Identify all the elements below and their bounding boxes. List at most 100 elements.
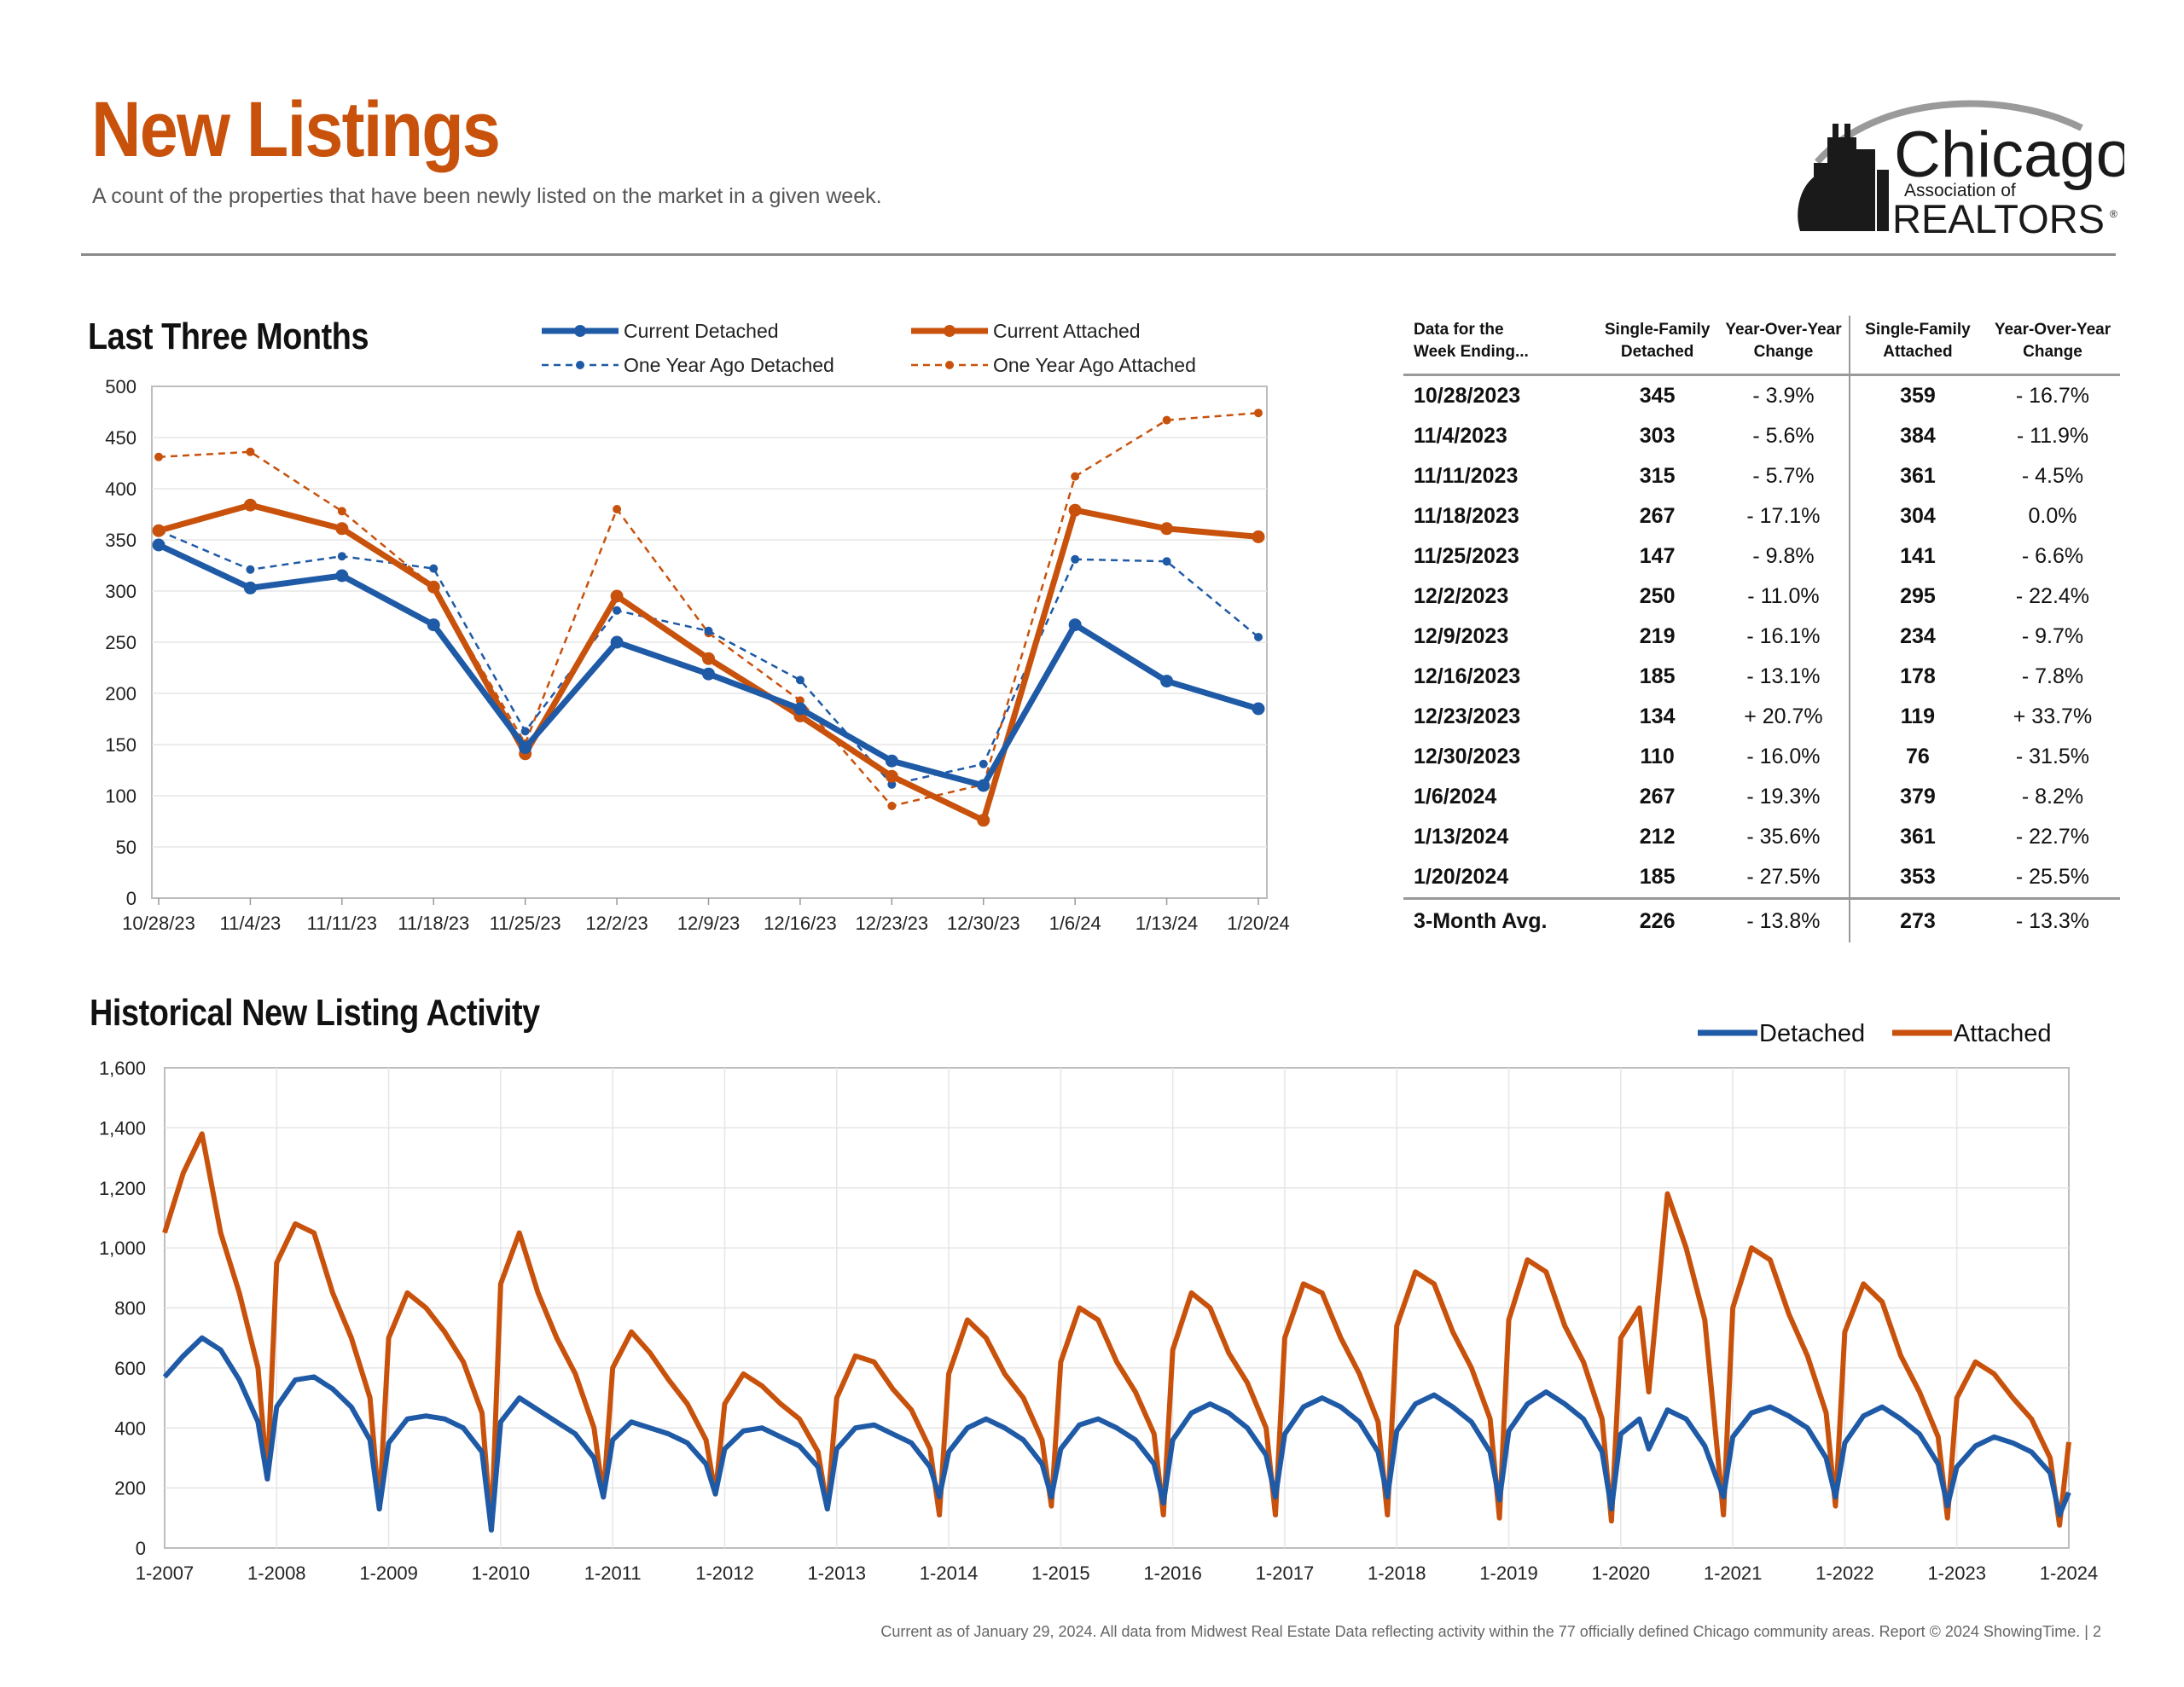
table-header-line: Single-Family bbox=[1865, 321, 1971, 339]
historical-activity-chart: 1-2007 1-2008 1-2009 1-2010 1-2011 1-2012 1-20… bbox=[99, 1020, 2098, 1584]
data-point bbox=[613, 606, 622, 615]
table-cell: 359 bbox=[1848, 374, 1985, 416]
data-point bbox=[977, 779, 990, 792]
data-point bbox=[1068, 618, 1082, 632]
data-point bbox=[335, 522, 349, 536]
x-tick-label: 1-2013 bbox=[808, 1562, 867, 1584]
y-tick-label: 800 bbox=[114, 1298, 146, 1319]
table-header-line: Change bbox=[1753, 343, 1814, 361]
x-tick-label: 1-2007 bbox=[136, 1562, 195, 1584]
legend-label: Current Attached bbox=[993, 320, 1141, 342]
table-cell: - 7.8% bbox=[2021, 664, 2084, 688]
table-cell: - 22.4% bbox=[2015, 584, 2090, 608]
data-point bbox=[610, 589, 624, 603]
table-cell: - 3.9% bbox=[1752, 384, 1815, 408]
table-average-row: 3-Month Avg. 226 - 13.8% 273 - 13.3% bbox=[1403, 898, 2120, 942]
x-tick-label: 12/23/23 bbox=[856, 913, 929, 934]
table-cell: - 6.6% bbox=[2021, 544, 2084, 568]
table-cell: 234 bbox=[1848, 617, 1985, 657]
x-tick-label: 1/13/24 bbox=[1136, 913, 1198, 934]
table-header-row: Data for the Week Ending... Single-Family D… bbox=[1403, 316, 2120, 375]
x-tick-label: 12/16/23 bbox=[764, 913, 837, 934]
x-tick-label: 11/4/23 bbox=[220, 913, 282, 934]
data-point bbox=[427, 580, 440, 594]
y-tick-label: 50 bbox=[116, 837, 136, 858]
logo-text-chicago: Chicago bbox=[1894, 119, 2124, 191]
table-cell: - 11.0% bbox=[1747, 584, 1820, 608]
table-row: 1/6/2024 267 - 19.3% 379 - 8.2% bbox=[1403, 777, 2120, 817]
weekly-data-table: Data for the Week Ending... Single-Family D… bbox=[1403, 316, 2120, 942]
x-tick-label: 10/28/23 bbox=[122, 913, 195, 934]
table-cell: 304 bbox=[1848, 496, 1985, 536]
x-tick-label: 12/2/23 bbox=[585, 913, 648, 934]
table-cell: 12/30/2023 bbox=[1414, 745, 1521, 768]
legend-marker bbox=[944, 325, 956, 337]
table-cell: - 31.5% bbox=[2015, 745, 2090, 768]
data-point bbox=[1254, 409, 1263, 418]
x-tick-label: 1/6/24 bbox=[1049, 913, 1101, 934]
table-cell: - 25.5% bbox=[2015, 865, 2090, 889]
data-point bbox=[154, 452, 163, 461]
table-header-line: Attached bbox=[1883, 343, 1953, 361]
x-tick-label: 1-2022 bbox=[1815, 1562, 1874, 1584]
table-cell: 219 bbox=[1639, 624, 1676, 648]
data-point bbox=[427, 618, 440, 632]
data-point bbox=[887, 802, 897, 810]
y-tick-label: 300 bbox=[105, 581, 136, 602]
x-tick-label: 1-2014 bbox=[920, 1562, 979, 1584]
table-cell: - 5.7% bbox=[1752, 464, 1815, 488]
table-cell: 250 bbox=[1639, 584, 1676, 608]
legend-label: Detached bbox=[1759, 1020, 1865, 1047]
y-tick-label: 400 bbox=[105, 478, 136, 500]
legend-marker bbox=[945, 361, 954, 369]
x-tick-label: 1-2016 bbox=[1143, 1562, 1202, 1584]
table-row: 11/18/2023 267 - 17.1% 304 0.0% bbox=[1403, 496, 2120, 536]
table-header-line: Week Ending... bbox=[1414, 343, 1529, 361]
table-cell: - 22.7% bbox=[2015, 825, 2090, 849]
series-line-detached bbox=[162, 1335, 2071, 1533]
table-cell: 267 bbox=[1639, 785, 1676, 809]
footer-note: Current as of January 29, 2024. All data… bbox=[880, 1623, 2101, 1640]
legend-marker bbox=[574, 325, 586, 337]
y-tick-label: 400 bbox=[114, 1417, 146, 1439]
x-tick-label: 11/25/23 bbox=[490, 913, 561, 934]
y-tick-label: 450 bbox=[105, 427, 136, 449]
table-row: 1/20/2024 185 - 27.5% 353 - 25.5% bbox=[1403, 857, 2120, 899]
table-cell: 10/28/2023 bbox=[1414, 384, 1521, 408]
data-point bbox=[246, 447, 255, 456]
data-point bbox=[429, 564, 439, 573]
data-point bbox=[1068, 503, 1082, 517]
table-cell: 11/4/2023 bbox=[1414, 424, 1507, 448]
table-row: 12/23/2023 134 + 20.7% 119 + 33.7% bbox=[1403, 697, 2120, 737]
table-header-line: Single-Family bbox=[1604, 321, 1711, 339]
table-cell: 212 bbox=[1639, 825, 1676, 849]
table-cell: 345 bbox=[1639, 384, 1676, 408]
table-header-line: Year-Over-Year bbox=[1994, 321, 2111, 339]
y-tick-label: 500 bbox=[105, 376, 136, 397]
data-point bbox=[152, 538, 166, 552]
data-point bbox=[610, 635, 624, 649]
table-cell: 11/11/2023 bbox=[1414, 464, 1519, 488]
x-tick-label: 11/18/23 bbox=[398, 913, 469, 934]
table-header-line: Change bbox=[2023, 343, 2082, 361]
y-tick-label: 0 bbox=[126, 888, 136, 909]
header-divider bbox=[81, 253, 2116, 256]
data-point bbox=[977, 814, 990, 827]
table-cell: 12/16/2023 bbox=[1414, 664, 1521, 688]
table-cell: 11/25/2023 bbox=[1414, 544, 1519, 568]
data-point bbox=[979, 759, 988, 768]
table-row: 12/16/2023 185 - 13.1% 178 - 7.8% bbox=[1403, 657, 2120, 697]
section-title-historical: Historical New Listing Activity bbox=[90, 992, 540, 1034]
data-point bbox=[1160, 522, 1174, 536]
table-cell: 315 bbox=[1639, 464, 1676, 488]
table-cell: - 27.5% bbox=[1746, 865, 1821, 889]
y-tick-label: 1,600 bbox=[99, 1058, 146, 1079]
y-tick-label: 1,000 bbox=[99, 1238, 146, 1259]
table-cell: + 33.7% bbox=[2013, 704, 2093, 728]
legend-label: Attached bbox=[1954, 1020, 2051, 1047]
table-cell: 267 bbox=[1639, 504, 1676, 528]
data-point bbox=[243, 498, 257, 512]
page-title: New Listings bbox=[91, 86, 501, 173]
table-row: 12/2/2023 250 - 11.0% 295 - 22.4% bbox=[1403, 577, 2120, 617]
section-title-last-three-months: Last Three Months bbox=[88, 316, 369, 357]
